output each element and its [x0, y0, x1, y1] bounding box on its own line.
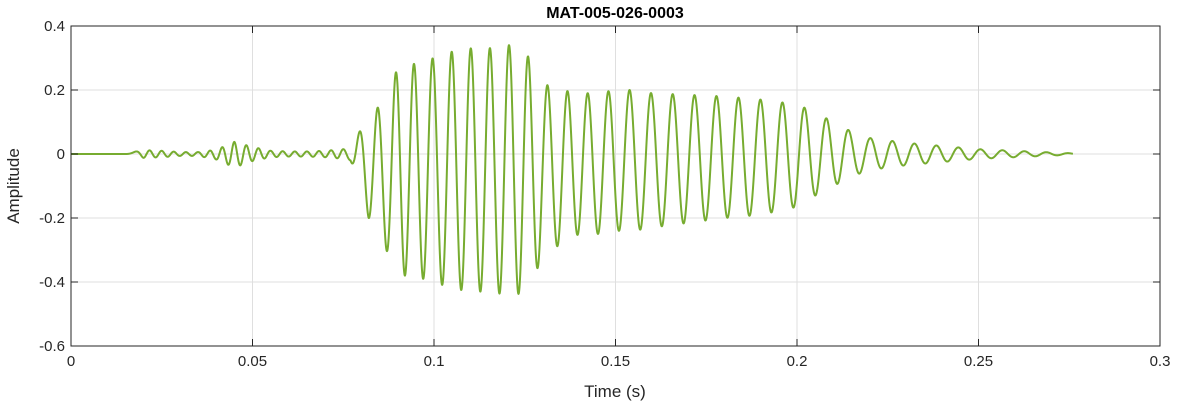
x-tick-label: 0.15 [601, 353, 630, 370]
y-tick-label: -0.6 [39, 338, 65, 355]
y-tick-label: 0.4 [44, 18, 65, 35]
y-tick-label: -0.4 [39, 274, 65, 291]
y-axis-label: Amplitude [4, 148, 23, 224]
x-tick-label: 0.25 [964, 353, 993, 370]
x-axis-label: Time (s) [584, 382, 646, 401]
x-tick-label: 0.3 [1150, 353, 1171, 370]
series-line [70, 44, 1074, 295]
x-tick-label: 0.05 [238, 353, 267, 370]
x-tick-label: 0.1 [424, 353, 445, 370]
series-layer [70, 44, 1074, 295]
tick-layer: 0 0.05 0.1 0.15 0.2 0.25 0.3 -0.6 -0.4 -0.2 0 0.2 0.… [39, 18, 1170, 370]
y-tick-label: 0 [57, 146, 65, 163]
x-tick-label: 0.2 [787, 353, 808, 370]
x-tick-label: 0 [67, 353, 75, 370]
y-tick-label: -0.2 [39, 210, 65, 227]
y-tick-label: 0.2 [44, 82, 65, 99]
chart-title: MAT-005-026-0003 [546, 5, 684, 22]
